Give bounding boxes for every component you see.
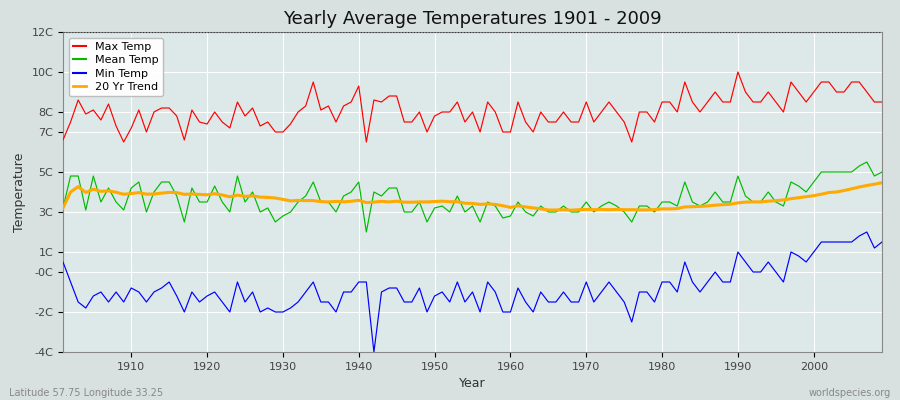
Y-axis label: Temperature: Temperature — [13, 152, 26, 232]
X-axis label: Year: Year — [459, 377, 486, 390]
Text: Latitude 57.75 Longitude 33.25: Latitude 57.75 Longitude 33.25 — [9, 388, 163, 398]
Legend: Max Temp, Mean Temp, Min Temp, 20 Yr Trend: Max Temp, Mean Temp, Min Temp, 20 Yr Tre… — [68, 38, 163, 96]
Text: worldspecies.org: worldspecies.org — [809, 388, 891, 398]
Title: Yearly Average Temperatures 1901 - 2009: Yearly Average Temperatures 1901 - 2009 — [284, 10, 662, 28]
